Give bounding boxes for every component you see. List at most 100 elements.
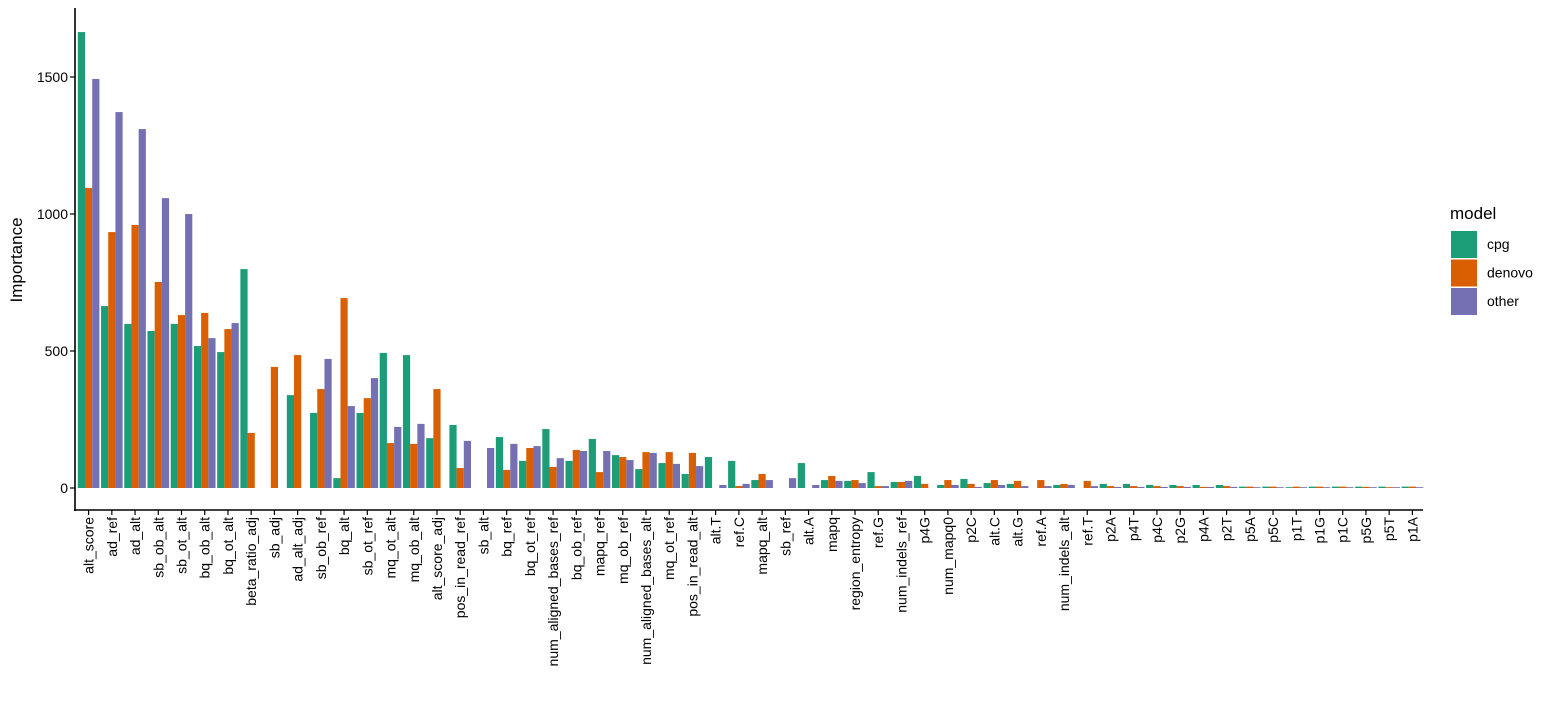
bar-cpg-sb_ob_alt xyxy=(147,330,155,488)
x-tick-label: p2C xyxy=(963,517,979,543)
bar-other-mq_ob_ref xyxy=(626,460,634,488)
bar-denovo-mq_ob_ref xyxy=(619,457,627,488)
bar-other-mapq_ref xyxy=(603,451,611,488)
x-tick-label: mq_ob_ref xyxy=(615,517,631,584)
x-tick-label: sb_ob_alt xyxy=(150,517,166,578)
bar-denovo-sb_ot_alt xyxy=(177,315,186,488)
bar-cpg-p1A xyxy=(1401,486,1409,488)
bar-denovo-p4G xyxy=(921,483,929,488)
bar-denovo-alt.C xyxy=(990,480,998,488)
x-tick-label: mapq_ref xyxy=(592,517,608,576)
bar-denovo-ref.T xyxy=(1083,480,1091,488)
bar-denovo-p5C xyxy=(1269,486,1277,488)
bar-other-sb_ob_alt xyxy=(161,198,170,488)
bar-other-p4T xyxy=(1137,486,1145,488)
x-tick-label: beta_ratio_adj xyxy=(243,517,259,606)
bar-cpg-p4T xyxy=(1122,483,1131,488)
x-tick-label: pos_in_read_ref xyxy=(452,517,468,618)
legend-swatch-cpg xyxy=(1451,231,1477,258)
x-tick-label: bq_ref xyxy=(499,517,515,557)
bar-other-alt.C xyxy=(997,484,1006,488)
legend-swatch-denovo xyxy=(1451,259,1477,287)
bar-denovo-pos_in_read_alt xyxy=(688,452,697,488)
bar-denovo-alt.G xyxy=(1013,480,1022,488)
x-tick-label: ref.T xyxy=(1079,517,1095,546)
bar-other-mq_ob_alt xyxy=(417,423,425,488)
x-tick-label: sb_adj xyxy=(266,517,282,558)
bar-other-bq_ref xyxy=(510,443,518,488)
bar-other-p1T xyxy=(1299,487,1308,488)
y-tick-label: 500 xyxy=(45,343,69,359)
x-tick-label: p5G xyxy=(1358,517,1374,543)
bar-other-p2C xyxy=(974,486,982,488)
bar-cpg-pos_in_read_ref xyxy=(449,424,457,488)
x-tick-label: p1A xyxy=(1404,516,1420,542)
bar-denovo-p5A xyxy=(1246,486,1254,488)
bar-denovo-num_indels_alt xyxy=(1060,483,1068,488)
x-tick-label: ad_ref xyxy=(104,517,120,557)
x-tick-label: p4A xyxy=(1195,516,1211,542)
x-tick-label: num_aligned_bases_ref xyxy=(545,517,561,667)
bar-denovo-mq_ot_ref xyxy=(665,452,673,488)
x-tick-label: num_indels_ref xyxy=(893,517,909,613)
bar-denovo-bq_ot_alt xyxy=(224,329,232,488)
bar-cpg-num_indels_alt xyxy=(1053,484,1061,488)
x-tick-label: p1G xyxy=(1311,517,1327,543)
bar-denovo-mapq xyxy=(828,475,836,488)
legend-swatch-other xyxy=(1451,288,1477,315)
bar-denovo-mq_ot_alt xyxy=(386,443,395,488)
bar-cpg-p2T xyxy=(1215,484,1223,488)
x-tick-label: sb_ref xyxy=(777,517,793,556)
bar-cpg-p2G xyxy=(1169,484,1177,488)
bar-other-ref.C xyxy=(742,483,750,488)
bar-cpg-bq_ob_alt xyxy=(193,346,202,488)
bar-cpg-mq_ot_ref xyxy=(658,463,666,488)
bar-cpg-p2C xyxy=(960,478,968,488)
x-tick-label: mapq xyxy=(824,517,840,552)
bar-cpg-alt.G xyxy=(1006,483,1014,488)
bar-other-p5G xyxy=(1369,487,1377,488)
bar-cpg-alt_score_adj xyxy=(426,438,434,488)
bar-denovo-bq_ob_ref xyxy=(572,449,580,488)
bar-denovo-ref.G xyxy=(874,486,882,488)
bar-denovo-p1A xyxy=(1408,486,1416,488)
bar-denovo-mapq_alt xyxy=(758,474,766,488)
bar-other-bq_ob_ref xyxy=(579,451,588,488)
x-tick-label: bq_ob_alt xyxy=(197,517,213,579)
y-tick-label: 0 xyxy=(60,480,68,496)
x-tick-label: bq_alt xyxy=(336,517,352,555)
bar-other-p2A xyxy=(1114,486,1122,488)
x-ticks: alt_score ad_ref ad_alt sb_ob_alt sb_ot_alt b… xyxy=(81,510,1420,667)
bar-cpg-num_mapq0 xyxy=(937,484,945,488)
bar-cpg-alt.A xyxy=(797,463,805,488)
legend-label-denovo: denovo xyxy=(1487,265,1533,281)
bar-other-num_mapq0 xyxy=(951,484,959,488)
bar-denovo-p4T xyxy=(1130,486,1138,488)
x-tick-label: p1T xyxy=(1288,517,1304,542)
bar-cpg-ad_alt_adj xyxy=(286,395,295,488)
bar-other-alt.T xyxy=(719,484,727,488)
bar-denovo-num_aligned_bases_alt xyxy=(642,452,650,488)
bar-denovo-alt_score_adj xyxy=(433,389,441,488)
bar-denovo-bq_alt xyxy=(340,298,348,488)
bar-denovo-p4A xyxy=(1199,486,1207,488)
bar-other-p1C xyxy=(1346,487,1354,488)
bar-other-alt_score xyxy=(92,78,100,488)
y-tick-label: 1000 xyxy=(37,206,68,222)
x-tick-label: num_aligned_bases_alt xyxy=(638,517,654,665)
x-tick-label: region_entropy xyxy=(847,517,863,610)
bar-cpg-ref.G xyxy=(867,472,875,488)
bar-other-p4A xyxy=(1206,486,1215,488)
bar-other-p2G xyxy=(1183,486,1191,488)
bar-other-pos_in_read_alt xyxy=(696,466,704,488)
x-tick-label: mq_ob_alt xyxy=(406,517,422,582)
x-tick-label: alt_score xyxy=(81,517,97,574)
bar-other-pos_in_read_ref xyxy=(463,440,471,488)
x-tick-label: bq_ot_alt xyxy=(220,517,236,575)
bar-cpg-p1T xyxy=(1285,487,1293,488)
bar-other-ref.T xyxy=(1090,486,1099,488)
bar-cpg-num_aligned_bases_ref xyxy=(542,429,550,488)
bar-other-bq_ot_alt xyxy=(231,323,239,488)
y-axis-label: Importance xyxy=(7,217,26,302)
bar-other-bq_ob_alt xyxy=(208,338,216,488)
